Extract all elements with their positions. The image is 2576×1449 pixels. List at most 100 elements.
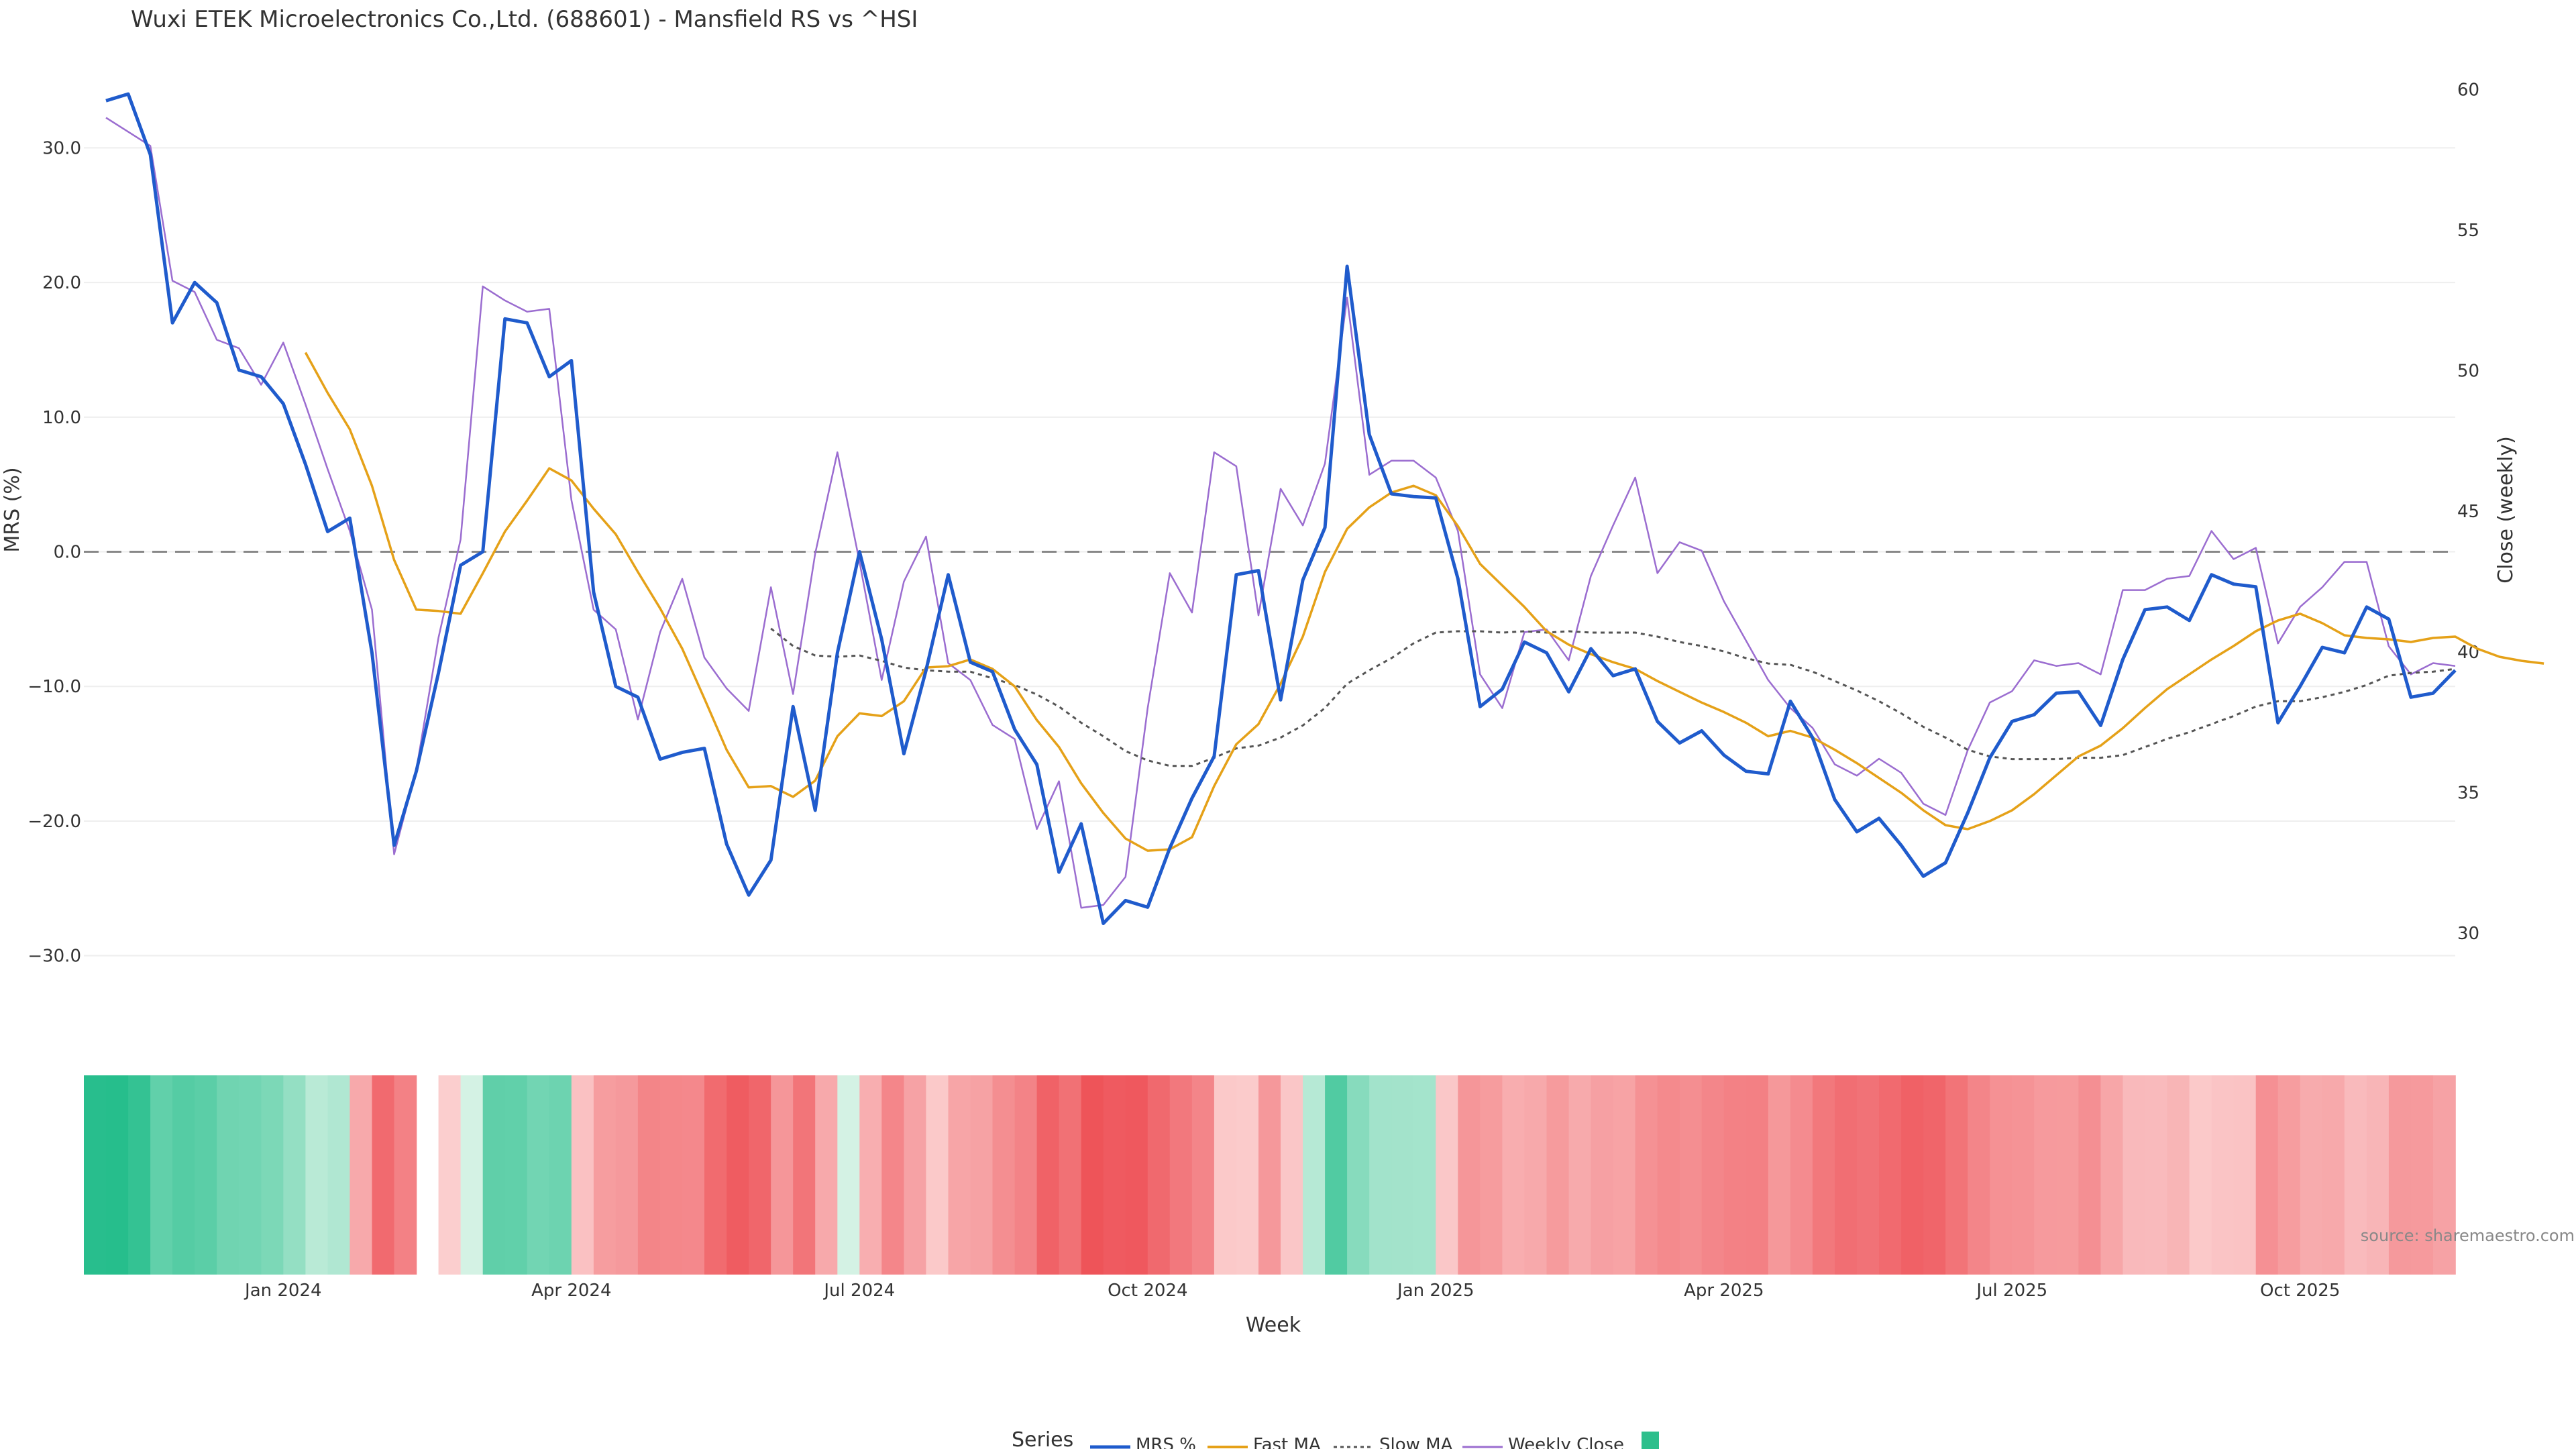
heatmap-cell (195, 1075, 217, 1275)
heatmap-cell (2300, 1075, 2323, 1275)
heatmap-cell (1281, 1075, 1303, 1275)
heatmap-cell (1524, 1075, 1548, 1275)
series-mrs-line (105, 92, 2457, 925)
x-tick: Jan 2025 (1396, 1281, 1474, 1301)
heatmap-cell (1258, 1075, 1281, 1275)
heatmap-cell (1214, 1075, 1237, 1275)
heatmap-cell (2167, 1075, 2190, 1275)
heatmap-cell (1325, 1075, 1348, 1275)
heatmap-cell (482, 1075, 506, 1275)
heatmap-cell (2123, 1075, 2146, 1275)
heatmap-cell (527, 1075, 550, 1275)
heatmap-cell (2100, 1075, 2124, 1275)
heatmap-cell (2189, 1075, 2212, 1275)
heatmap-cell (1768, 1075, 1791, 1275)
heatmap-cell (1657, 1075, 1680, 1275)
heatmap-cell (438, 1075, 462, 1275)
heatmap-cell (837, 1075, 861, 1275)
heatmap-strip (84, 1075, 2456, 1275)
heatmap-cell (460, 1075, 484, 1275)
heatmap-cell (1901, 1075, 1924, 1275)
heatmap-cell (1613, 1075, 1636, 1275)
y-tick-left: −20.0 (28, 812, 81, 832)
heatmap-cell (1191, 1075, 1215, 1275)
heatmap-cell (1723, 1075, 1747, 1275)
heatmap-cell (283, 1075, 307, 1275)
heatmap-cell (2366, 1075, 2390, 1275)
heatmap-cell (2388, 1075, 2412, 1275)
legend-item-slow-ma[interactable]: Slow MA (1334, 1435, 1453, 1449)
heatmap-cell (84, 1075, 107, 1275)
heatmap-cell (793, 1075, 816, 1275)
heatmap-cell (1679, 1075, 1703, 1275)
heatmap-cell (2433, 1075, 2456, 1275)
y-tick-right: 50 (2457, 362, 2479, 382)
heatmap-cell (1036, 1075, 1060, 1275)
heatmap-cell (1236, 1075, 1259, 1275)
heatmap-cell (1857, 1075, 1880, 1275)
y-tick-left: 0.0 (54, 543, 81, 563)
y-tick-right: 30 (2457, 924, 2479, 944)
series-layer (105, 92, 2544, 925)
legend-label-weekly-close: Weekly Close (1508, 1435, 1624, 1449)
heatmap-cell (1391, 1075, 1414, 1275)
heatmap-cell (239, 1075, 262, 1275)
heatmap-cell (926, 1075, 949, 1275)
heatmap-cell (305, 1075, 329, 1275)
y-tick-left: 20.0 (42, 273, 81, 293)
legend-item-strength[interactable] (1642, 1432, 1659, 1449)
heatmap-cell (1546, 1075, 1570, 1275)
heatmap-cell (749, 1075, 771, 1275)
heatmap-cell (2056, 1075, 2080, 1275)
y-tick-right: 40 (2457, 643, 2479, 663)
heatmap-cell (859, 1075, 883, 1275)
heatmap-cell (1169, 1075, 1193, 1275)
heatmap-cell (372, 1075, 395, 1275)
legend-item-weekly-close[interactable]: Weekly Close (1462, 1435, 1624, 1449)
heatmap-cell (992, 1075, 1016, 1275)
x-tick: Apr 2025 (1684, 1281, 1764, 1301)
x-axis-ticks: Jan 2024 Apr 2024 Jul 2024 Oct 2024 Jan 2025… (244, 1281, 2340, 1301)
heatmap-cell (1303, 1075, 1326, 1275)
y-tick-right: 35 (2457, 783, 2479, 803)
heatmap-cell (1502, 1075, 1525, 1275)
heatmap-cell (1812, 1075, 1835, 1275)
heatmap-cell (970, 1075, 994, 1275)
y-tick-left: −10.0 (28, 677, 81, 697)
heatmap-cell (1879, 1075, 1902, 1275)
y-axis-left-label: MRS (%) (1, 467, 24, 552)
heatmap-cell (1103, 1075, 1126, 1275)
heatmap-cell (1125, 1075, 1148, 1275)
legend-item-fast-ma[interactable]: Fast MA (1208, 1435, 1321, 1449)
legend-label-fast-ma: Fast MA (1253, 1435, 1321, 1449)
heatmap-cell (881, 1075, 905, 1275)
y-axis-right-label: Close (weekly) (2494, 436, 2518, 584)
heatmap-cell (1568, 1075, 1592, 1275)
heatmap-cell (2078, 1075, 2102, 1275)
heatmap-cell (771, 1075, 794, 1275)
y-tick-right: 55 (2457, 221, 2479, 241)
heatmap-cell (1147, 1075, 1171, 1275)
y-tick-left: −30.0 (28, 947, 81, 967)
legend-item-mrs[interactable]: MRS % (1090, 1435, 1196, 1449)
legend: Series MRS % Fast MA Slow MA Weekly Clos… (1012, 1428, 1659, 1449)
heatmap-cell (2277, 1075, 2301, 1275)
heatmap-cell (727, 1075, 749, 1275)
x-tick: Oct 2024 (1108, 1281, 1187, 1301)
source-annotation: source: sharemaestro.com (2361, 1226, 2575, 1245)
series-fast-ma-line (304, 352, 2544, 852)
y-tick-left: 30.0 (42, 138, 81, 158)
heatmap-cell (2211, 1075, 2235, 1275)
heatmap-cell (1635, 1075, 1658, 1275)
x-tick: Jul 2024 (822, 1281, 895, 1301)
heatmap-cell (593, 1075, 616, 1275)
heatmap-cell (1591, 1075, 1614, 1275)
y-tick-right: 60 (2457, 80, 2479, 101)
heatmap-cell (106, 1075, 129, 1275)
heatmap-cell (2145, 1075, 2168, 1275)
x-tick: Jul 2025 (1975, 1281, 2047, 1301)
heatmap-cell (1347, 1075, 1370, 1275)
heatmap-cell (1990, 1075, 2012, 1275)
heatmap-cell (217, 1075, 239, 1275)
